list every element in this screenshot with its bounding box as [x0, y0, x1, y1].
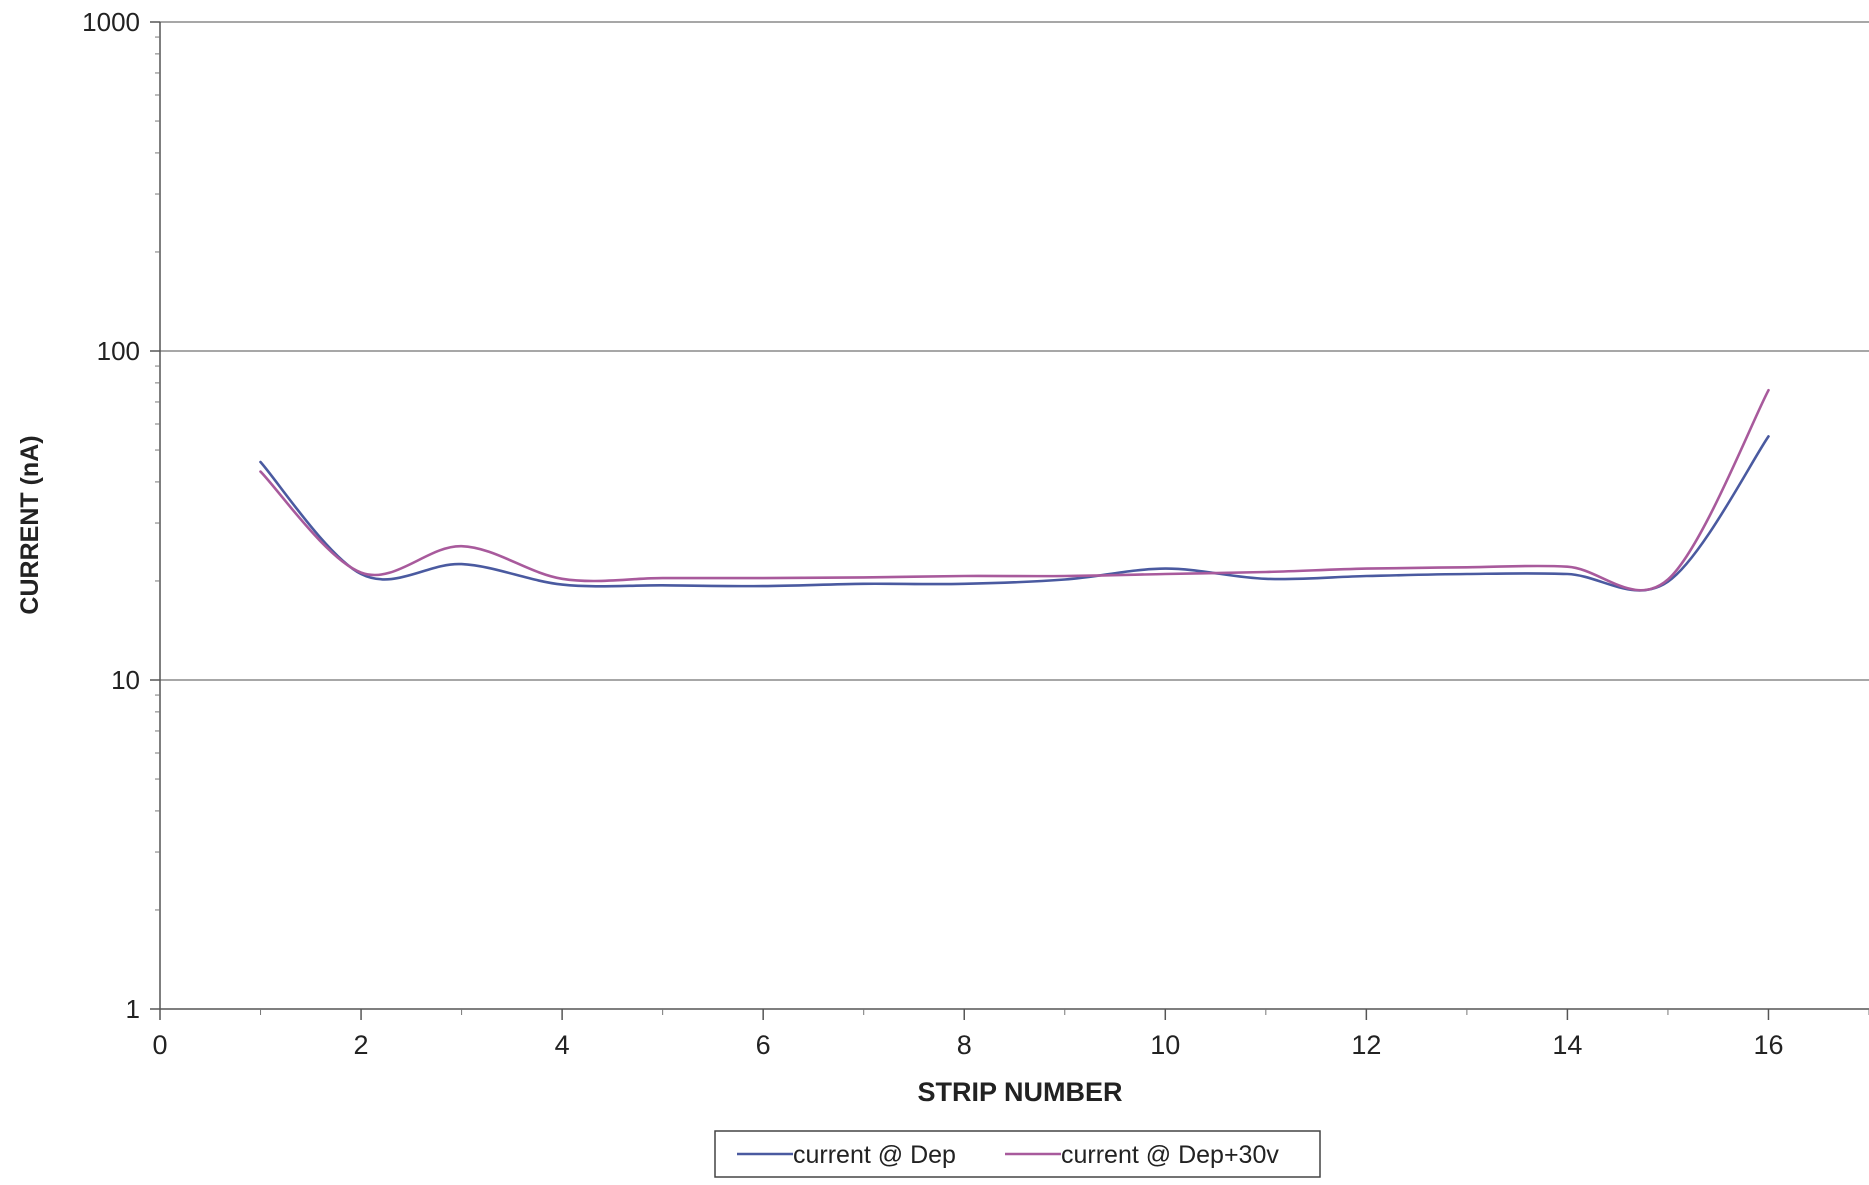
gridlines [160, 21, 1869, 681]
y-tick-label: 1 [126, 994, 140, 1024]
x-tick-label: 6 [756, 1030, 771, 1060]
y-tick-label: 10 [111, 665, 140, 695]
axes: 1 10 100 1000 0 2 4 6 8 10 12 14 16 [82, 7, 1869, 1060]
x-tick-label: 4 [555, 1030, 570, 1060]
series-line-1 [259, 435, 1770, 592]
x-axis-title: STRIP NUMBER [917, 1077, 1122, 1107]
x-tick-label: 2 [354, 1030, 369, 1060]
legend-label-1: current @ Dep [793, 1141, 956, 1169]
series-lines [259, 388, 1770, 592]
series-line-2 [259, 388, 1770, 592]
x-tick-label: 14 [1552, 1030, 1582, 1060]
y-tick-label: 1000 [82, 7, 140, 37]
x-tick-label: 10 [1150, 1030, 1180, 1060]
x-tick-label: 8 [957, 1030, 972, 1060]
legend: current @ Dep current @ Dep+30v [714, 1130, 1321, 1178]
y-axis-title: CURRENT (nA) [16, 435, 44, 614]
x-tick-label: 12 [1351, 1030, 1381, 1060]
legend-label-2: current @ Dep+30v [1061, 1141, 1279, 1169]
x-tick-label: 0 [152, 1030, 167, 1060]
y-tick-label: 100 [97, 336, 140, 366]
x-tick-label: 16 [1753, 1030, 1783, 1060]
